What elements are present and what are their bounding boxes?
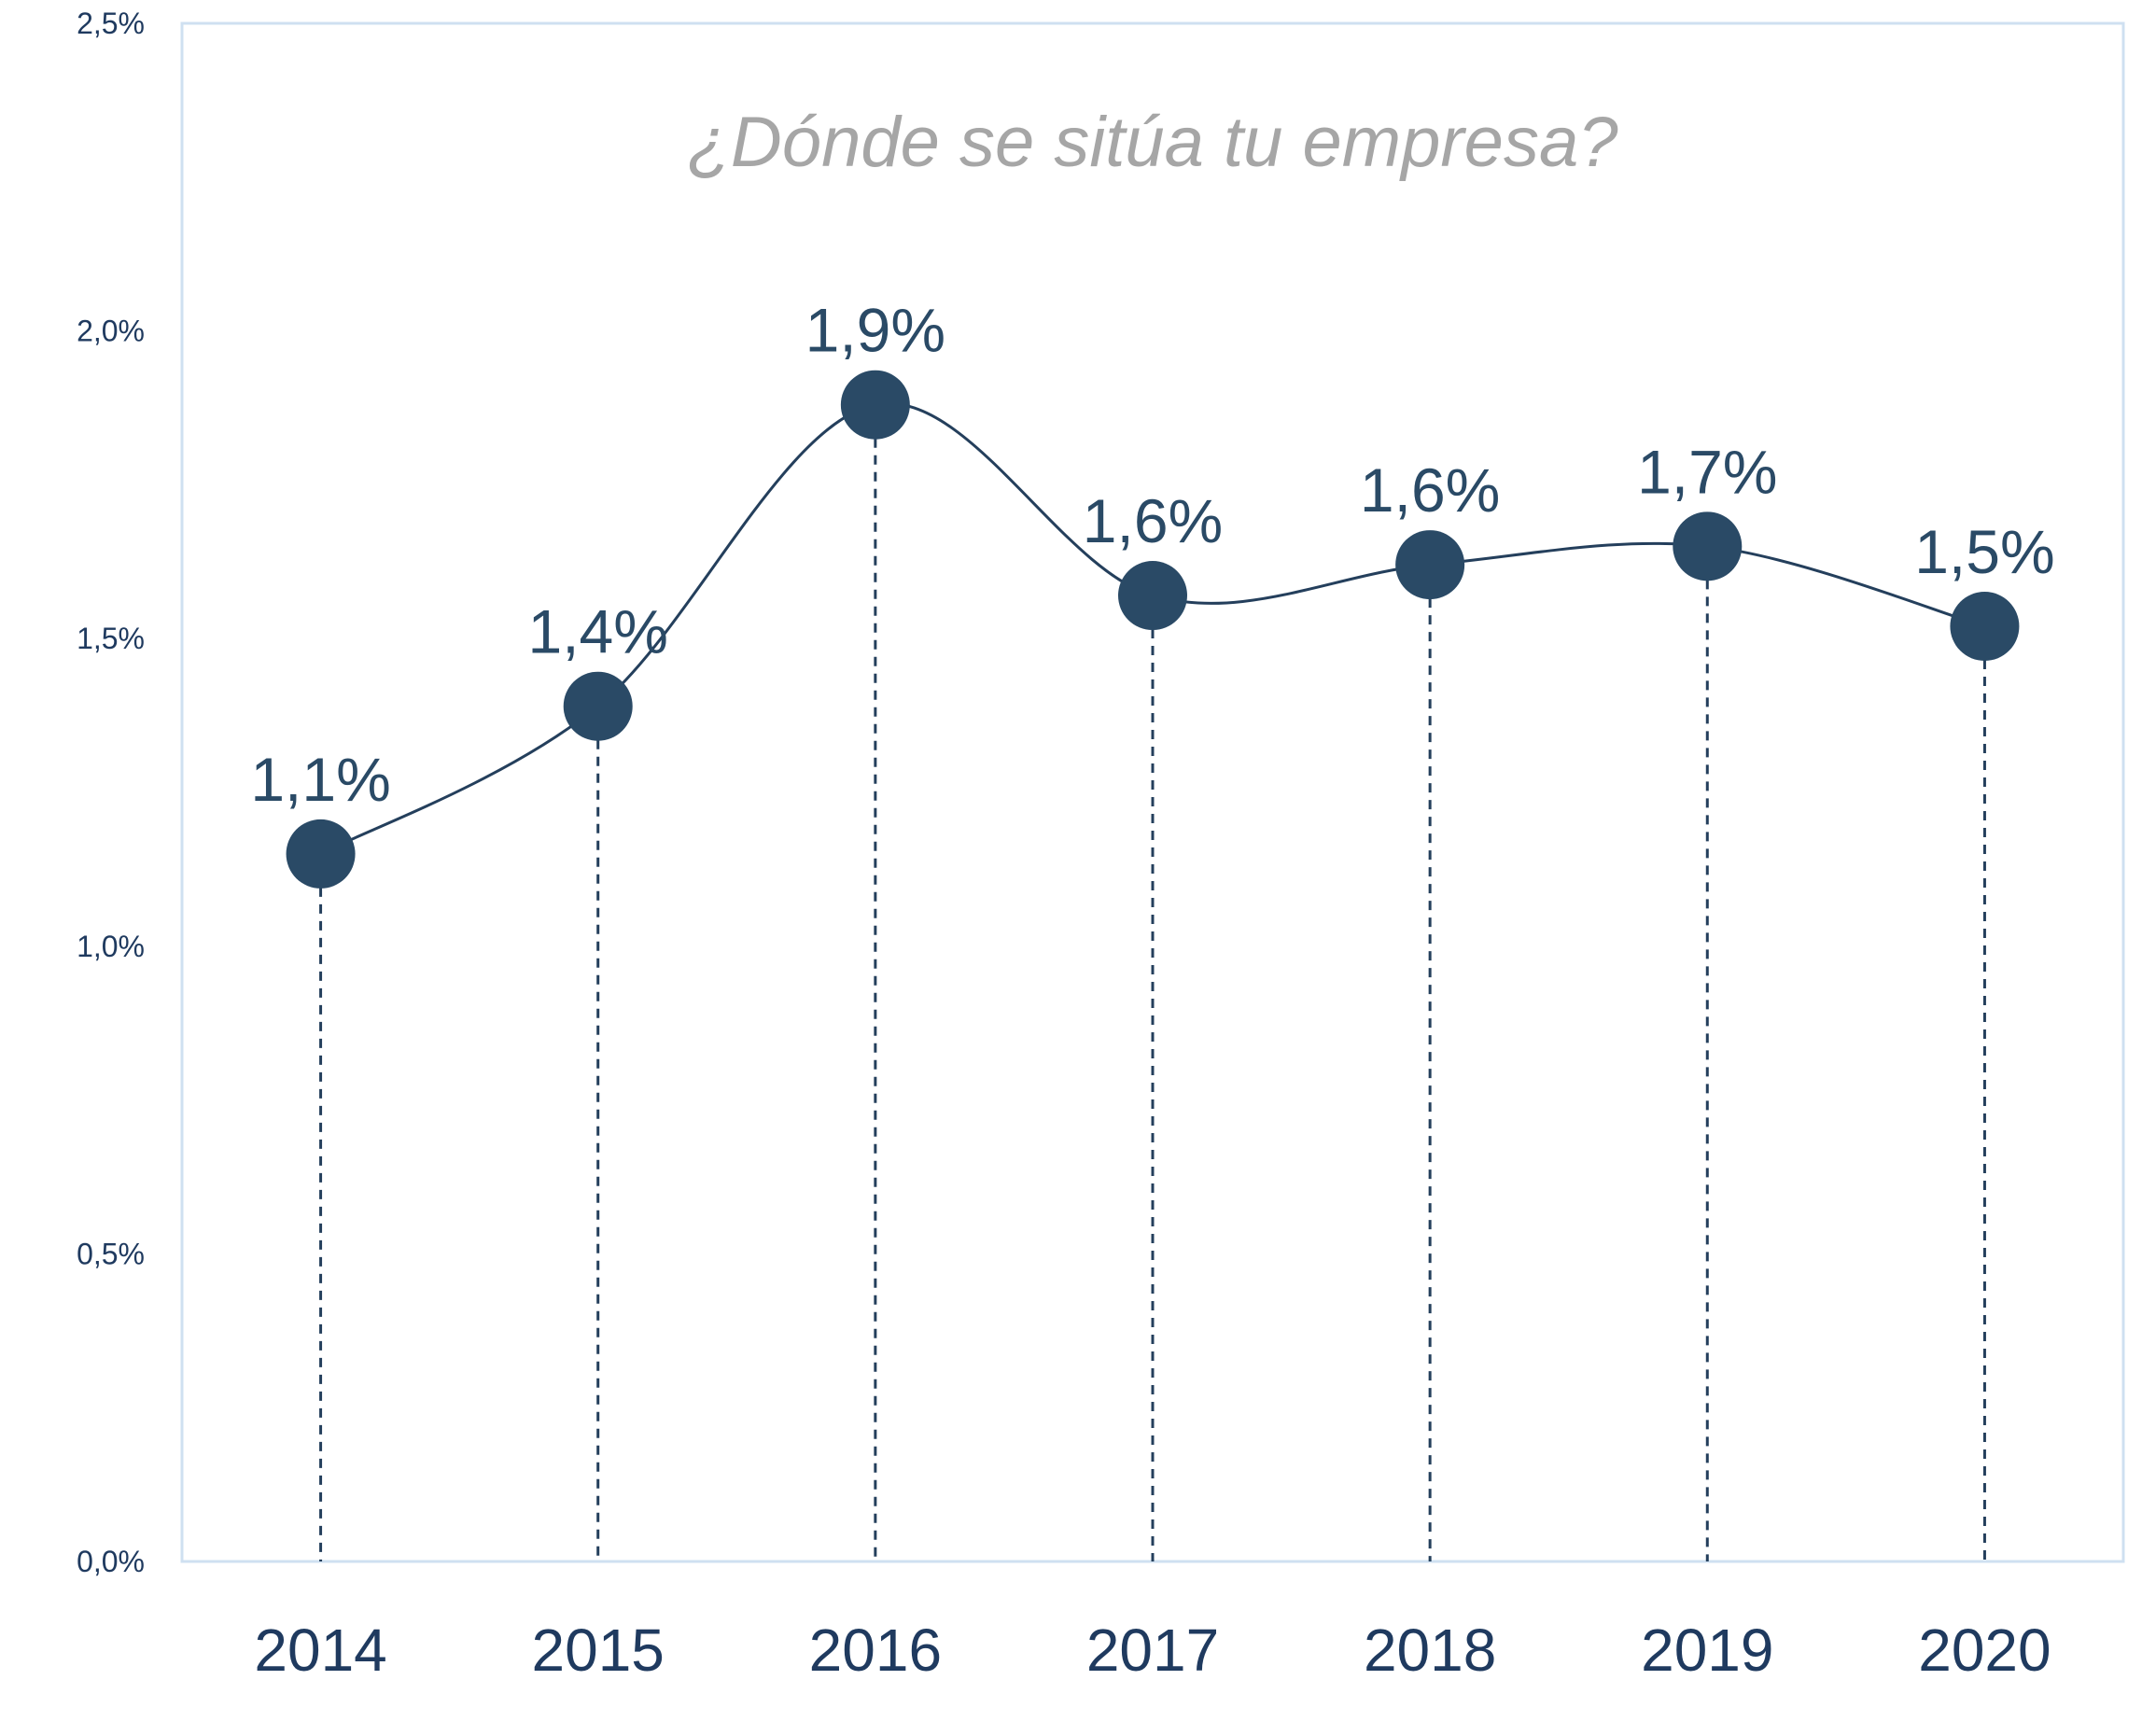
y-tick-label: 0,0%: [77, 1545, 145, 1578]
x-axis: 2014 2015 2016 2017 2018 2019 2020: [254, 1617, 2051, 1684]
y-tick-label: 1,5%: [77, 622, 145, 655]
data-label: 1,9%: [805, 296, 945, 365]
plot-frame: [180, 21, 2125, 1563]
data-label: 1,6%: [1360, 455, 1500, 525]
x-tick-label: 2020: [1918, 1617, 2051, 1684]
data-labels: 1,1% 1,4% 1,9% 1,6% 1,6% 1,7% 1,5%: [250, 296, 2054, 814]
drop-lines: [319, 404, 1986, 1561]
data-label: 1,6%: [1083, 486, 1223, 555]
data-point: [1673, 511, 1743, 581]
data-point: [286, 819, 356, 889]
y-tick-label: 0,5%: [77, 1237, 145, 1270]
x-tick-label: 2018: [1364, 1617, 1496, 1684]
x-tick-label: 2019: [1641, 1617, 1773, 1684]
y-axis: 0,0% 0,5% 1,0% 1,5% 2,0% 2,5%: [77, 7, 145, 1578]
data-label: 1,1%: [250, 745, 390, 814]
x-tick-label: 2014: [254, 1617, 386, 1684]
x-tick-label: 2017: [1086, 1617, 1219, 1684]
y-tick-label: 2,0%: [77, 315, 145, 348]
data-points: [286, 370, 2020, 889]
data-label: 1,5%: [1914, 517, 2054, 586]
x-tick-label: 2016: [809, 1617, 942, 1684]
data-point: [1950, 592, 2020, 662]
data-point: [1118, 561, 1187, 631]
y-tick-label: 2,5%: [77, 7, 145, 40]
x-tick-label: 2015: [532, 1617, 665, 1684]
data-point: [563, 671, 633, 741]
data-label: 1,7%: [1637, 437, 1777, 506]
data-point: [840, 370, 910, 440]
y-tick-label: 1,0%: [77, 930, 145, 963]
chart-title: ¿Dónde se sitúa tu empresa?: [688, 103, 1619, 182]
data-point: [1395, 530, 1465, 600]
data-label: 1,4%: [527, 597, 667, 666]
